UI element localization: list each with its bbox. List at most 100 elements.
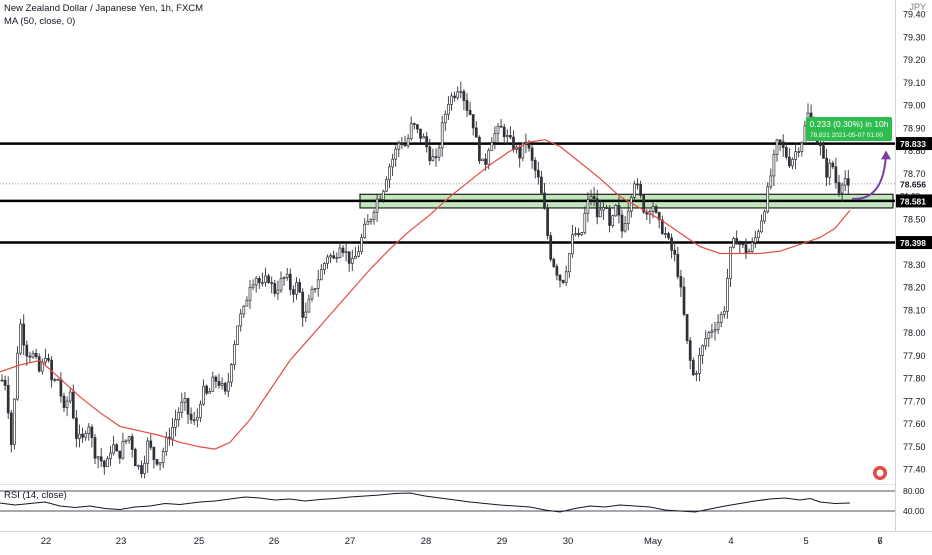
candle-down — [558, 274, 562, 281]
candle-up — [496, 125, 500, 134]
candle-down — [543, 192, 546, 209]
candle-up — [199, 403, 202, 418]
candle-up — [716, 322, 720, 331]
candle-down — [670, 237, 673, 251]
candle-down — [192, 419, 196, 422]
candle-up — [31, 352, 35, 358]
candle-down — [298, 282, 301, 293]
candle-up — [524, 141, 528, 144]
candle-down — [419, 128, 422, 139]
x-tick-label: 26 — [269, 536, 280, 547]
level-label-low: 78.398 — [900, 238, 926, 248]
candle-down — [118, 450, 122, 459]
candle-up — [803, 125, 807, 144]
x-tick-label: 22 — [41, 536, 52, 547]
candle-down — [425, 136, 429, 148]
candle-up — [335, 257, 339, 259]
last-price-label-bg — [896, 177, 932, 191]
candle-up — [450, 95, 453, 105]
candle-down — [47, 358, 50, 361]
candle-up — [84, 433, 88, 438]
candle-up — [394, 148, 398, 160]
y-tick-label: 78.30 — [903, 260, 926, 270]
level-label-low-bg — [896, 236, 932, 250]
candle-down — [152, 446, 156, 460]
candle-down — [102, 460, 106, 468]
candle-up — [164, 436, 168, 452]
candle-up — [236, 325, 239, 345]
candle-up — [629, 196, 633, 212]
candle-up — [251, 284, 255, 288]
candle-up — [757, 231, 760, 238]
candle-up — [230, 364, 233, 383]
candle-up — [729, 246, 732, 279]
candle-down — [834, 166, 838, 183]
candle-down — [71, 391, 75, 419]
candle-up — [137, 465, 140, 467]
candle-down — [37, 356, 41, 372]
candle-down — [478, 136, 481, 162]
rsi-indicator-label[interactable]: RSI (14, close) — [4, 490, 67, 501]
candle-up — [319, 269, 323, 281]
y-tick-label: 78.50 — [903, 214, 926, 224]
candle-up — [124, 439, 128, 442]
candle-down — [462, 91, 466, 101]
candle-up — [456, 91, 460, 99]
candle-down — [416, 124, 419, 130]
candle-up — [310, 288, 314, 300]
candle-down — [549, 235, 553, 260]
candle-up — [96, 456, 100, 459]
y-tick-label: 78.70 — [903, 169, 926, 179]
candle-down — [292, 289, 295, 295]
candle-up — [16, 352, 19, 400]
y-tick-label: 79.00 — [903, 101, 926, 111]
y-tick-label: 79.30 — [903, 32, 926, 42]
y-tick-label: 77.70 — [903, 396, 926, 406]
candle-up — [766, 186, 770, 213]
candle-down — [667, 233, 670, 239]
y-tick-label: 78.90 — [903, 123, 926, 133]
candle-up — [589, 195, 593, 200]
candle-down — [273, 283, 277, 294]
candles — [0, 81, 850, 479]
candle-down — [186, 398, 190, 415]
candle-down — [25, 344, 29, 357]
candle-up — [840, 184, 844, 194]
candle-up — [363, 223, 367, 238]
x-tick-label: 7 — [877, 536, 882, 547]
candle-up — [695, 373, 698, 375]
candle-up — [177, 412, 181, 420]
candle-down — [214, 376, 218, 382]
candle-up — [254, 278, 258, 286]
candle-up — [409, 123, 413, 139]
candle-down — [465, 100, 469, 111]
symbol-title[interactable]: New Zealand Dollar / Japanese Yen, 1h, F… — [4, 3, 204, 14]
candle-up — [490, 141, 494, 151]
candle-down — [512, 136, 515, 150]
candle-up — [143, 463, 146, 475]
candle-up — [109, 452, 112, 460]
candle-down — [140, 465, 143, 475]
candle-down — [555, 266, 559, 276]
ma-indicator-label[interactable]: MA (50, close, 0) — [4, 16, 76, 27]
candle-down — [518, 146, 522, 159]
price-scale-bg — [895, 0, 932, 550]
candle-up — [611, 215, 615, 226]
candle-up — [732, 238, 735, 248]
candle-up — [388, 166, 391, 181]
candle-up — [183, 398, 187, 403]
candle-down — [3, 379, 7, 386]
candle-up — [329, 255, 332, 258]
candle-down — [474, 127, 478, 138]
candle-down — [434, 156, 438, 158]
projection-arrow-head — [881, 150, 891, 160]
candle-down — [741, 243, 745, 246]
candle-up — [583, 212, 587, 233]
candle-up — [202, 385, 205, 405]
candle-up — [87, 426, 91, 435]
y-tick-label: 77.40 — [903, 465, 926, 475]
scale-unit: JPY — [909, 2, 926, 12]
candle-down — [552, 258, 556, 267]
